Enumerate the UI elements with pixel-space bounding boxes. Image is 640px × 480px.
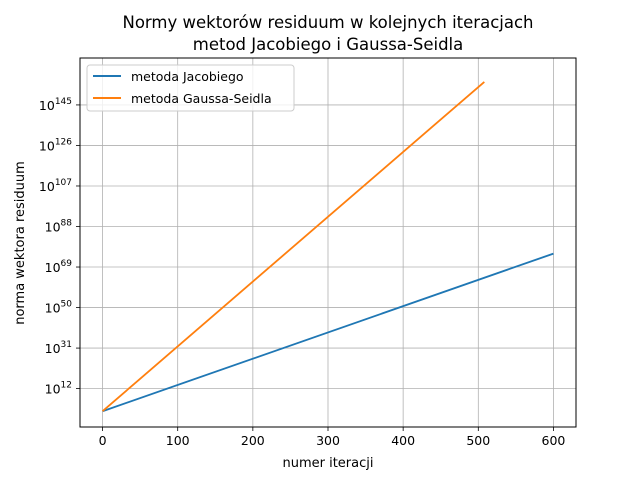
x-tick-label: 0 (99, 433, 107, 448)
y-tick-label: 10126 (39, 137, 72, 153)
chart-title-line-2: metod Jacobiego i Gaussa-Seidla (193, 35, 464, 54)
y-tick-label: 10107 (39, 178, 72, 194)
legend-box (86, 64, 295, 112)
legend-label-gauss-seidel: metoda Gaussa-Seidla (131, 91, 272, 106)
series-line-gauss-seidel (101, 81, 485, 412)
y-tick-label: 1088 (45, 219, 73, 235)
y-tick-label: 1012 (45, 381, 72, 397)
legend-label-jacobi: metoda Jacobiego (131, 69, 244, 84)
x-tick-label: 600 (542, 433, 566, 448)
x-tick-label: 200 (241, 433, 265, 448)
x-tick-label: 100 (166, 433, 190, 448)
x-tick-label: 400 (391, 433, 415, 448)
y-tick-label: 1050 (45, 300, 73, 316)
y-ticks: 1012 1031 1050 1069 1088 10107 10126 10145 (39, 97, 80, 397)
y-axis-label: norma wektora residuum (13, 161, 28, 325)
y-tick-label: 10145 (39, 97, 72, 113)
x-axis-label: numer iteracji (282, 456, 373, 471)
x-ticks: 0 100 200 300 400 500 600 (99, 427, 566, 448)
series-line-jacobi (102, 252, 554, 413)
x-tick-label: 500 (466, 433, 490, 448)
series-lines (101, 81, 554, 413)
legend: metoda Jacobiego metoda Gaussa-Seidla (86, 64, 295, 112)
x-tick-label: 300 (316, 433, 340, 448)
grid (80, 58, 576, 427)
chart-title-line-1: Normy wektorów residuum w kolejnych iter… (122, 13, 533, 32)
y-tick-label: 1031 (45, 340, 72, 356)
y-tick-label: 1069 (45, 259, 73, 275)
